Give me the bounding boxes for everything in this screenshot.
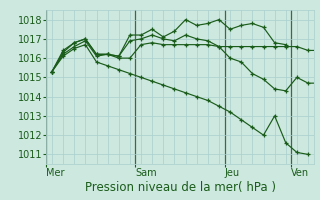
X-axis label: Pression niveau de la mer( hPa ): Pression niveau de la mer( hPa ): [84, 181, 276, 194]
